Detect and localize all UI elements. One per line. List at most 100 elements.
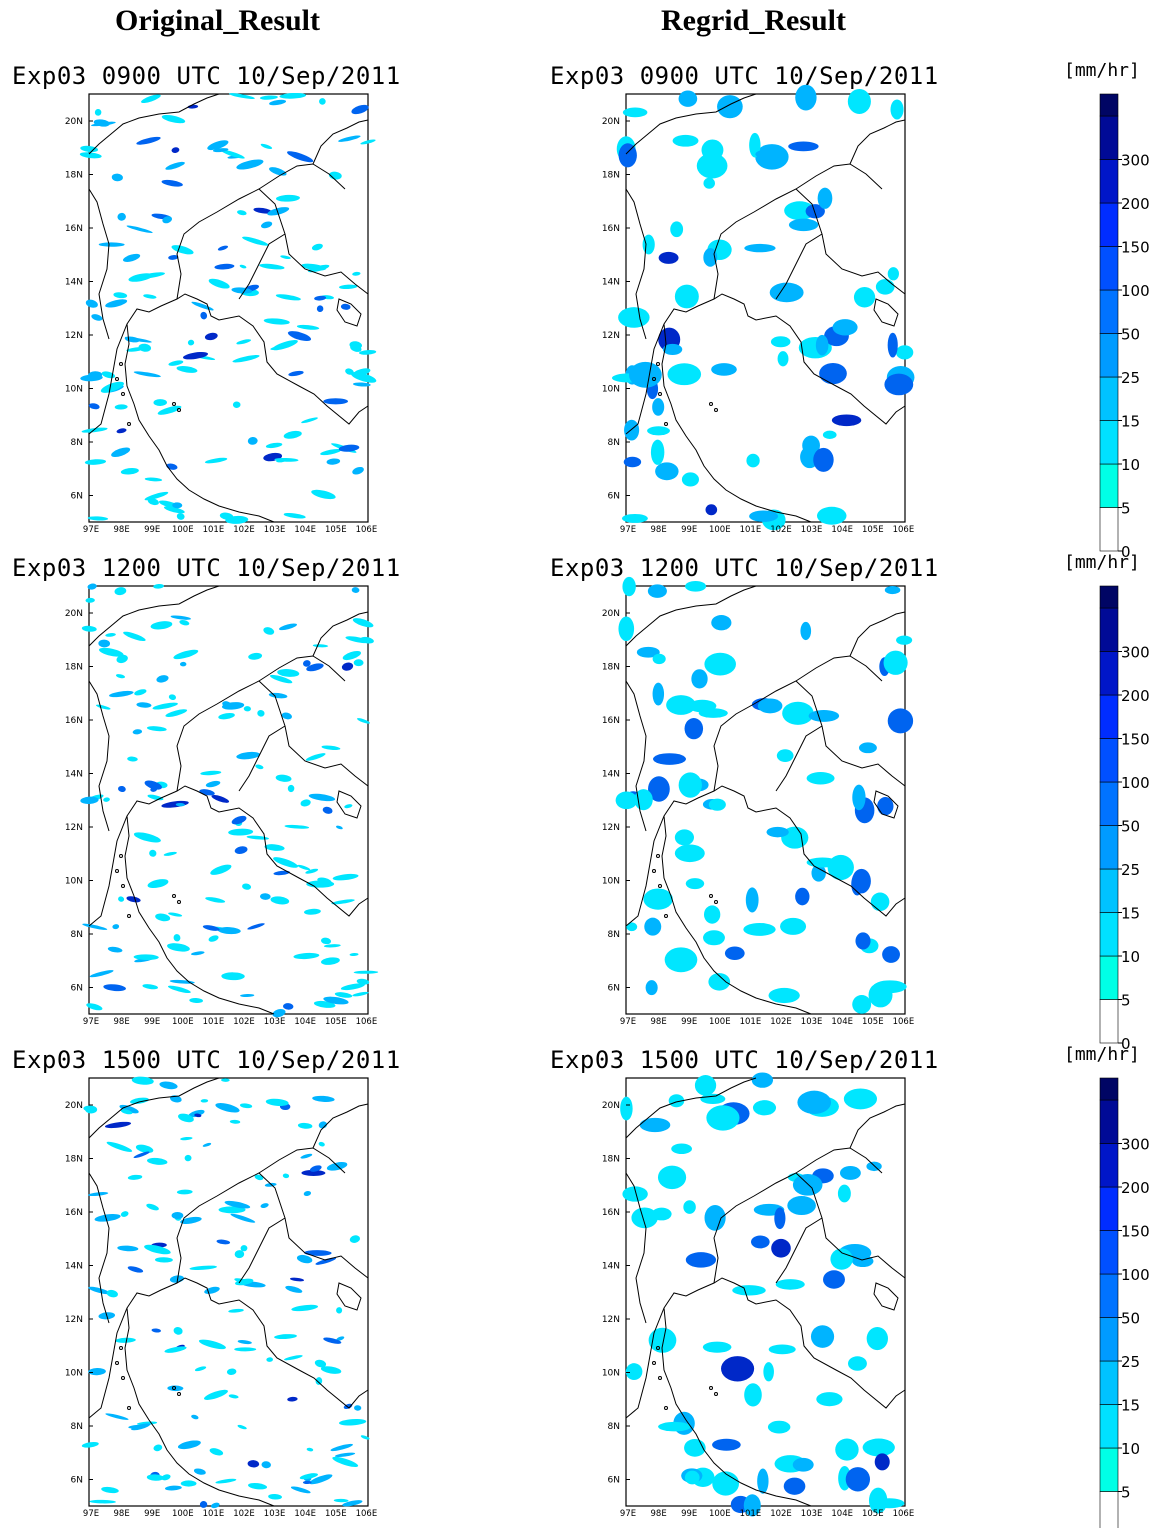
colorbar-tick-label: 15 — [1121, 1397, 1140, 1415]
lon-label: 98E — [651, 525, 667, 535]
colorbar-tick-label: 5 — [1121, 992, 1131, 1010]
colorbar-swatch — [1100, 652, 1118, 696]
lat-label: 8N — [608, 930, 620, 940]
colorbar-tick-label: 300 — [1121, 1136, 1150, 1154]
lon-label: 102E — [770, 1509, 792, 1519]
colorbar-tick-label: 15 — [1121, 413, 1140, 431]
colorbar-unit-label: [mm/hr] — [1064, 552, 1140, 573]
colorbar-swatch — [1100, 334, 1118, 378]
lat-label: 20N — [65, 609, 83, 619]
colorbar-swatch — [1100, 1144, 1118, 1188]
lat-label: 10N — [602, 1369, 620, 1379]
lon-label: 101E — [203, 525, 225, 535]
colorbar-swatch — [1100, 782, 1118, 826]
lat-label: 14N — [65, 770, 83, 780]
lon-label: 99E — [144, 525, 160, 535]
lat-label: 12N — [602, 823, 620, 833]
lat-label: 16N — [602, 716, 620, 726]
lat-label: 6N — [71, 984, 83, 994]
lat-label: 10N — [602, 385, 620, 395]
colorbar-tick-label: 10 — [1121, 948, 1140, 966]
lat-label: 14N — [602, 278, 620, 288]
lon-label: 106E — [893, 525, 915, 535]
lat-label: 18N — [602, 171, 620, 181]
lon-label: 101E — [740, 525, 762, 535]
colorbar-swatch — [1100, 421, 1118, 465]
lon-label: 97E — [620, 525, 636, 535]
colorbar-tick-label: 15 — [1121, 905, 1140, 923]
panel-title-orig-2: Exp03 1200 UTC 10/Sep/2011 — [12, 554, 401, 582]
colorbar-swatch — [1100, 1187, 1118, 1231]
lon-label: 97E — [620, 1509, 636, 1519]
lon-label: 102E — [233, 1017, 255, 1027]
colorbar-tick-label: 25 — [1121, 861, 1140, 879]
lat-label: 6N — [608, 984, 620, 994]
lon-label: 104E — [831, 1017, 853, 1027]
lat-label: 8N — [608, 1422, 620, 1432]
colorbar-swatch — [1100, 608, 1118, 652]
colorbar-swatch — [1100, 1492, 1118, 1528]
lon-label: 97E — [620, 1017, 636, 1027]
lat-label: 16N — [65, 1208, 83, 1218]
lat-label: 16N — [65, 716, 83, 726]
colorbar-swatch — [1100, 695, 1118, 739]
column-header-regrid: Regrid_Result — [661, 4, 846, 38]
lat-label: 18N — [65, 663, 83, 673]
colorbar-swatch — [1100, 1100, 1118, 1144]
lon-label: 104E — [831, 525, 853, 535]
lat-label: 16N — [602, 224, 620, 234]
lon-label: 103E — [264, 525, 286, 535]
colorbar-swatch — [1100, 1405, 1118, 1449]
lon-label: 105E — [325, 1509, 347, 1519]
colorbar-swatch — [1100, 247, 1118, 291]
colorbar-tick-label: 150 — [1121, 1223, 1150, 1241]
lon-label: 104E — [831, 1509, 853, 1519]
lat-label: 18N — [65, 1155, 83, 1165]
lat-label: 16N — [602, 1208, 620, 1218]
lat-label: 20N — [602, 609, 620, 619]
colorbar-tick-label: 5 — [1121, 1484, 1131, 1502]
lon-label: 106E — [893, 1017, 915, 1027]
colorbar-tick-label: 50 — [1121, 1310, 1140, 1328]
colorbar-tick-label: 10 — [1121, 456, 1140, 474]
colorbar-tick-label: 5 — [1121, 500, 1131, 518]
lat-label: 12N — [65, 1315, 83, 1325]
panel-title-orig-3: Exp03 1500 UTC 10/Sep/2011 — [12, 1046, 401, 1074]
lat-label: 6N — [71, 1476, 83, 1486]
colorbar-swatch — [1100, 1274, 1118, 1318]
lat-label: 18N — [602, 1155, 620, 1165]
lat-label: 6N — [71, 492, 83, 502]
lon-label: 101E — [203, 1017, 225, 1027]
colorbar-tick-label: 150 — [1121, 239, 1150, 257]
colorbar-swatch — [1100, 869, 1118, 913]
lat-label: 20N — [65, 1101, 83, 1111]
lat-label: 10N — [65, 1369, 83, 1379]
lat-label: 14N — [65, 278, 83, 288]
colorbar-swatch — [1100, 1318, 1118, 1362]
lon-label: 98E — [114, 1017, 130, 1027]
lon-label: 106E — [356, 525, 378, 535]
lon-label: 99E — [681, 525, 697, 535]
lat-label: 14N — [602, 1262, 620, 1272]
colorbar-tick-label: 200 — [1121, 687, 1150, 705]
colorbar-swatch — [1100, 1448, 1118, 1492]
lon-label: 100E — [709, 1509, 731, 1519]
lon-label: 103E — [801, 1017, 823, 1027]
column-header-original: Original_Result — [115, 4, 320, 38]
panel-title-regrid-1: Exp03 0900 UTC 10/Sep/2011 — [550, 62, 939, 90]
colorbar-tick-label: 200 — [1121, 195, 1150, 213]
lat-label: 18N — [65, 171, 83, 181]
lon-label: 100E — [709, 1017, 731, 1027]
lon-label: 102E — [770, 1017, 792, 1027]
lat-label: 10N — [602, 877, 620, 887]
panel-title-regrid-2: Exp03 1200 UTC 10/Sep/2011 — [550, 554, 939, 582]
lat-label: 10N — [65, 385, 83, 395]
lon-label: 98E — [651, 1017, 667, 1027]
colorbar-tick-label: 50 — [1121, 818, 1140, 836]
lon-label: 100E — [709, 525, 731, 535]
lon-label: 100E — [172, 1509, 194, 1519]
lat-label: 6N — [608, 1476, 620, 1486]
